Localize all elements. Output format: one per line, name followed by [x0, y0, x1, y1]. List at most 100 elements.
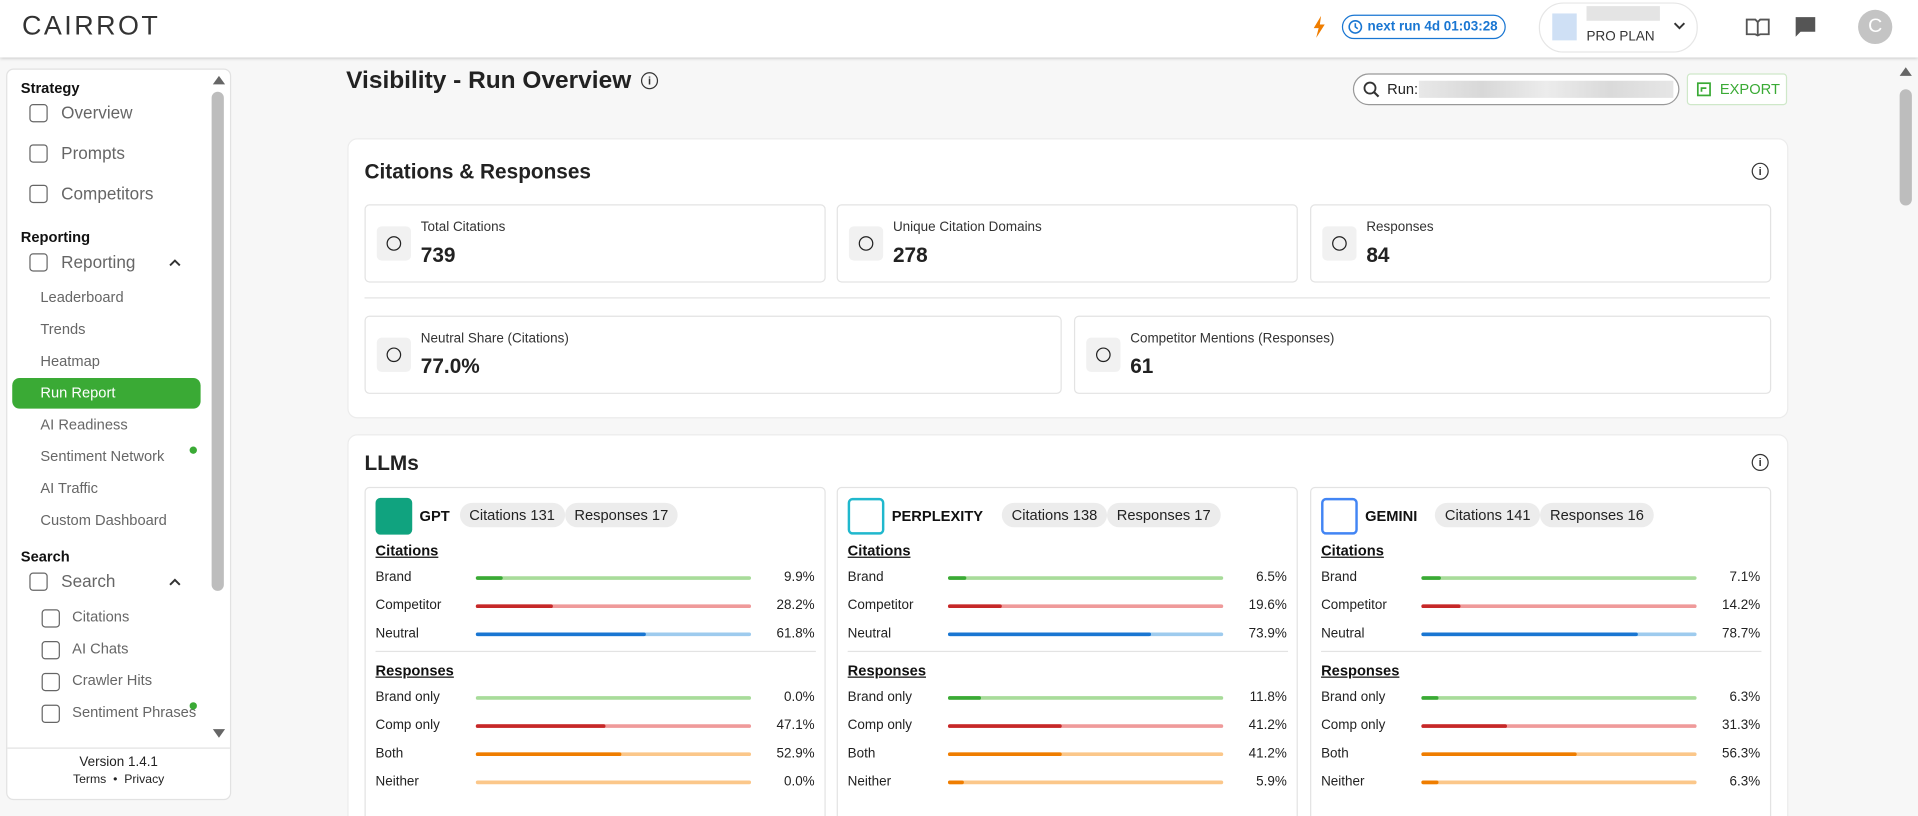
- nav-icon: [41, 641, 60, 660]
- next-run-pill[interactable]: next run 4d 01:03:28: [1341, 14, 1507, 40]
- bar-track: [947, 724, 1224, 728]
- row-value: 6.3%: [1729, 689, 1761, 705]
- bar-fill: [1421, 780, 1439, 785]
- info-icon[interactable]: i: [640, 72, 659, 90]
- nav-subitem[interactable]: Sentiment Network: [40, 447, 165, 465]
- llm-logo: [847, 497, 885, 535]
- row-label: Both: [847, 746, 876, 761]
- row-value: 6.3%: [1729, 774, 1761, 790]
- scroll-up[interactable]: [212, 73, 227, 85]
- nav-subitem[interactable]: Citations: [72, 608, 130, 626]
- logo[interactable]: CAIRROT: [22, 9, 161, 41]
- nav-subitem[interactable]: Custom Dashboard: [40, 511, 167, 529]
- scroll-down[interactable]: [212, 728, 227, 740]
- export-button[interactable]: EXPORT: [1686, 73, 1788, 106]
- bar-fill: [1421, 576, 1441, 580]
- stat-icon: [1086, 337, 1121, 372]
- nav-item[interactable]: Prompts: [61, 143, 125, 163]
- nav-icon: [29, 103, 48, 123]
- row-label: Both: [1321, 746, 1349, 761]
- bar-fill: [475, 632, 646, 637]
- nav-item[interactable]: Reporting: [61, 252, 136, 272]
- collapse-chevron[interactable]: [169, 577, 181, 587]
- nav-subitem[interactable]: Crawler Hits: [72, 671, 153, 689]
- row-label: Neutral: [375, 626, 419, 642]
- section-title: Responses: [847, 661, 927, 679]
- row-value: 14.2%: [1722, 598, 1761, 613]
- export-icon: [1696, 82, 1711, 97]
- divider: [1321, 650, 1762, 653]
- row-value: 73.9%: [1248, 626, 1287, 642]
- llm-panel: PERPLEXITY Citations 138 Responses 17 Citat…: [836, 486, 1298, 816]
- nav-item[interactable]: Overview: [61, 102, 133, 123]
- privacy-link[interactable]: Privacy: [124, 773, 165, 787]
- stat-label: Neutral Share (Citations): [420, 331, 569, 347]
- bolt-icon: [1313, 15, 1325, 38]
- row-value: 31.3%: [1722, 718, 1761, 733]
- row-label: Neither: [847, 774, 892, 790]
- row-value: 47.1%: [776, 718, 815, 733]
- run-icon: [1363, 81, 1380, 98]
- nav-subitem[interactable]: Sentiment Phrases: [72, 703, 197, 721]
- icon-glyph: [386, 347, 402, 363]
- llm-name: PERPLEXITY: [891, 507, 984, 525]
- nav-subitem[interactable]: Run Report: [40, 384, 116, 402]
- row-value: 78.7%: [1722, 626, 1761, 642]
- run-selector[interactable]: Run:: [1352, 73, 1680, 106]
- nav-item[interactable]: Competitors: [61, 183, 154, 204]
- blurred-run: [1418, 80, 1674, 98]
- stat-value: 278: [892, 243, 928, 267]
- nav-subitem[interactable]: AI Chats: [72, 639, 129, 657]
- bar-track: [1421, 724, 1697, 728]
- icon-glyph: [858, 236, 874, 251]
- row-value: 7.1%: [1729, 570, 1761, 585]
- info-icon[interactable]: i: [1751, 453, 1769, 472]
- nav-item[interactable]: Search: [61, 571, 116, 591]
- stat-label: Competitor Mentions (Responses): [1130, 331, 1335, 347]
- section-label: Reporting: [20, 228, 91, 246]
- row-label: Brand: [847, 570, 884, 585]
- citations-pill: Citations 141: [1435, 502, 1541, 528]
- avatar[interactable]: C: [1858, 9, 1893, 45]
- nav-active: [12, 378, 201, 409]
- llm-name: GEMINI: [1365, 507, 1418, 525]
- docs-icon[interactable]: [1745, 17, 1770, 37]
- row-value: 5.9%: [1256, 774, 1287, 790]
- row-label: Brand: [1321, 570, 1357, 585]
- sidebar: Version 1.4.1 Terms • Privacy Strategy Ov…: [6, 68, 232, 801]
- plan-selector[interactable]: PRO PLAN: [1538, 2, 1698, 53]
- plan-avatar: [1552, 13, 1577, 41]
- icon-glyph: [1332, 236, 1347, 251]
- nav-subitem[interactable]: Trends: [40, 320, 86, 338]
- row-label: Competitor: [375, 598, 442, 613]
- card-title: Citations & Responses: [364, 160, 592, 184]
- card-title: LLMs: [364, 451, 419, 475]
- chat-icon[interactable]: [1794, 16, 1816, 38]
- stat-value: 739: [420, 243, 456, 267]
- row-label: Both: [375, 746, 404, 761]
- row-value: 61.8%: [776, 626, 815, 642]
- next-run: next run 4d 01:03:28: [1367, 19, 1498, 35]
- scroll-up[interactable]: [1898, 65, 1913, 77]
- row-value: 9.9%: [783, 570, 815, 585]
- nav-subitem[interactable]: Leaderboard: [40, 288, 124, 306]
- bar-track: [1421, 752, 1697, 757]
- row-value: 52.9%: [776, 746, 815, 761]
- status-dot: [189, 446, 197, 454]
- clock-icon: [1348, 20, 1363, 34]
- terms-link[interactable]: Terms: [72, 773, 107, 787]
- nav-subitem[interactable]: AI Traffic: [40, 479, 99, 497]
- collapse-chevron[interactable]: [169, 258, 181, 268]
- info-icon[interactable]: i: [1751, 162, 1769, 180]
- nav-icon: [29, 572, 48, 591]
- row-value: 11.8%: [1249, 689, 1287, 705]
- row-label: Comp only: [1321, 718, 1386, 733]
- divider: [375, 650, 816, 653]
- nav-icon: [41, 609, 60, 628]
- bar-track: [475, 696, 752, 700]
- nav-subitem[interactable]: AI Readiness: [40, 415, 128, 434]
- nav-subitem[interactable]: Heatmap: [40, 352, 100, 370]
- row-value: 19.6%: [1248, 598, 1287, 613]
- section-title: Citations: [847, 541, 911, 560]
